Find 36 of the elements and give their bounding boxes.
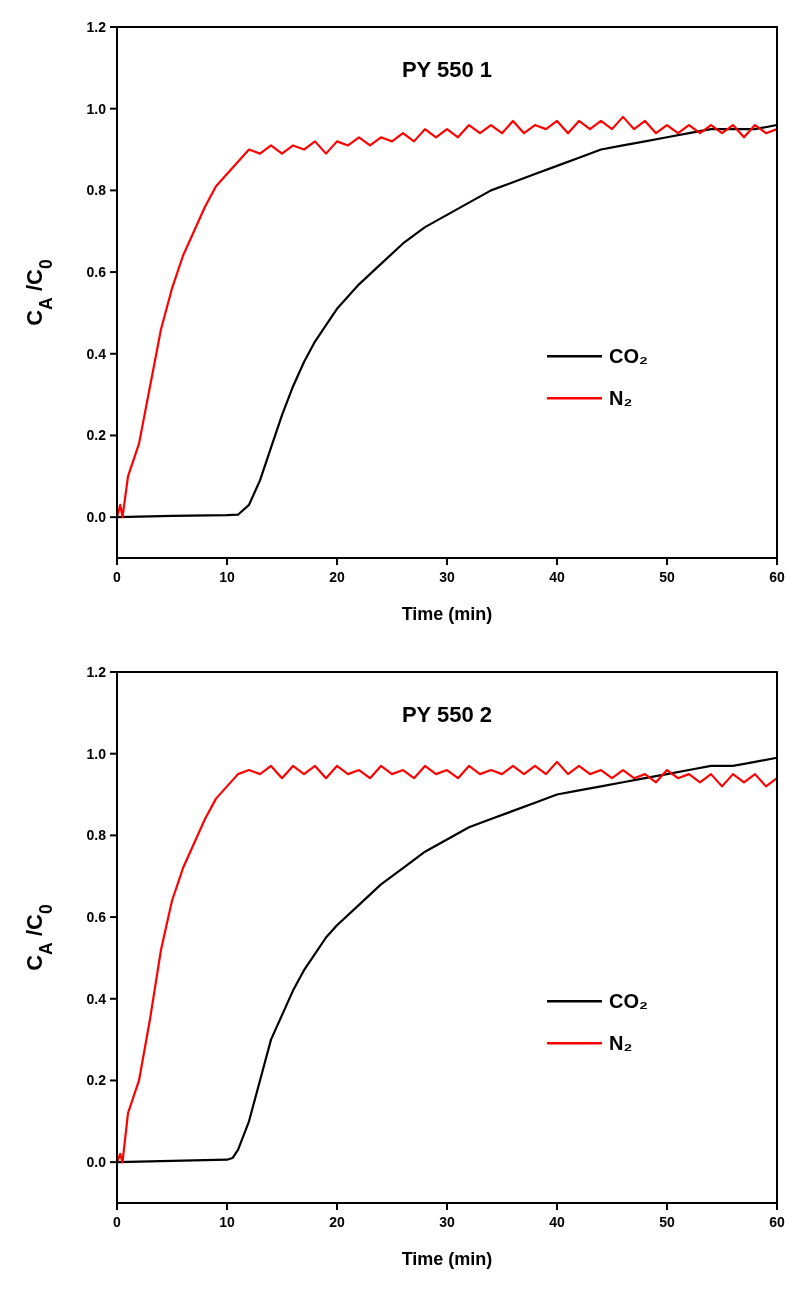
y-tick-label: 0.6 bbox=[86, 263, 107, 280]
y-tick-label: 0.4 bbox=[86, 345, 107, 362]
x-tick-label: 20 bbox=[329, 569, 345, 585]
x-tick-label: 10 bbox=[219, 1214, 235, 1230]
x-tick-label: 0 bbox=[113, 569, 122, 585]
y-tick-label: 0.6 bbox=[86, 908, 107, 925]
y-tick-label: 1.2 bbox=[86, 18, 107, 35]
x-tick-label: 20 bbox=[329, 1214, 345, 1230]
legend-label: CO₂ bbox=[609, 990, 648, 1013]
legend-label: N₂ bbox=[609, 387, 633, 410]
y-tick-label: 0.2 bbox=[86, 1072, 107, 1089]
y-tick-label: 1.2 bbox=[86, 663, 107, 680]
x-tick-label: 60 bbox=[769, 569, 785, 585]
x-axis-title: Time (min) bbox=[401, 1249, 493, 1269]
y-tick-label: 0.8 bbox=[86, 182, 107, 199]
y-tick-label: 0.0 bbox=[86, 1154, 107, 1171]
legend-label: N₂ bbox=[609, 1032, 633, 1055]
y-tick-label: 0.2 bbox=[86, 427, 107, 444]
y-tick-label: 0.8 bbox=[86, 827, 107, 844]
legend-label: CO₂ bbox=[609, 345, 648, 368]
x-tick-label: 50 bbox=[659, 1214, 675, 1230]
y-tick-label: 0.4 bbox=[86, 990, 107, 1007]
x-tick-label: 60 bbox=[769, 1214, 785, 1230]
x-tick-label: 40 bbox=[549, 569, 565, 585]
x-tick-label: 50 bbox=[659, 569, 675, 585]
text: PY 550 1 bbox=[401, 57, 493, 82]
text: PY 550 2 bbox=[401, 702, 493, 727]
x-tick-label: 30 bbox=[439, 569, 455, 585]
y-tick-label: 0.0 bbox=[86, 509, 107, 526]
y-tick-label: 1.0 bbox=[86, 100, 107, 117]
x-axis-title: Time (min) bbox=[401, 604, 493, 624]
x-tick-label: 0 bbox=[113, 1214, 122, 1230]
x-tick-label: 10 bbox=[219, 569, 235, 585]
y-tick-label: 1.0 bbox=[86, 745, 107, 762]
x-tick-label: 30 bbox=[439, 1214, 455, 1230]
x-tick-label: 40 bbox=[549, 1214, 565, 1230]
